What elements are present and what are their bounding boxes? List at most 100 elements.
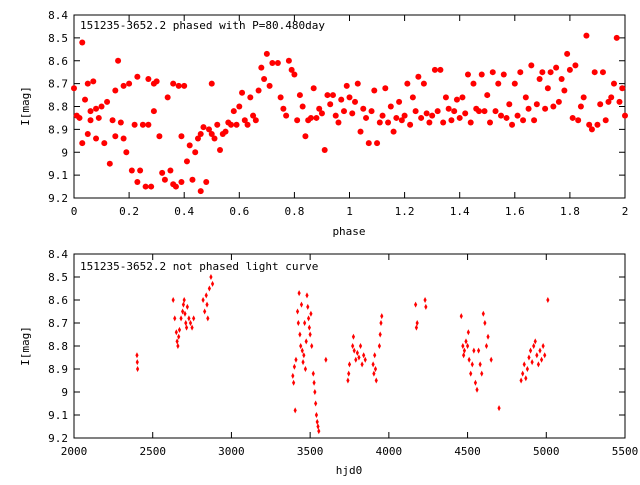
data-point xyxy=(175,82,182,89)
data-point xyxy=(135,352,139,359)
data-point xyxy=(324,356,328,363)
data-point xyxy=(308,331,312,338)
data-point xyxy=(306,315,311,322)
data-point xyxy=(470,80,477,87)
data-point xyxy=(175,338,179,345)
data-point xyxy=(296,320,300,326)
data-point xyxy=(343,82,350,89)
data-point xyxy=(374,140,381,147)
data-point xyxy=(310,343,314,349)
data-point xyxy=(299,301,304,308)
data-point xyxy=(415,73,422,80)
y-tick-label: 8.8 xyxy=(48,101,68,114)
data-point xyxy=(378,331,382,338)
y-tick-label: 8.9 xyxy=(48,363,68,376)
data-point xyxy=(354,80,361,87)
data-point xyxy=(362,352,366,359)
data-point xyxy=(136,366,140,372)
data-point xyxy=(292,379,296,386)
data-point xyxy=(547,69,554,76)
data-point xyxy=(263,50,270,57)
data-point xyxy=(602,117,609,124)
data-point xyxy=(82,96,89,103)
data-point xyxy=(208,80,215,87)
data-point xyxy=(541,343,545,349)
data-point xyxy=(404,80,411,87)
data-point xyxy=(577,103,584,110)
x-tick-label: 0 xyxy=(71,205,78,218)
data-point xyxy=(588,126,595,133)
data-point xyxy=(448,117,455,124)
data-point xyxy=(462,347,467,354)
data-point xyxy=(250,112,257,119)
data-point xyxy=(315,418,319,425)
data-point xyxy=(174,329,178,336)
data-point xyxy=(233,121,240,128)
data-point xyxy=(298,331,302,338)
data-point xyxy=(569,114,576,121)
data-point xyxy=(465,343,470,349)
data-point xyxy=(76,114,83,121)
data-point xyxy=(171,297,175,303)
data-point xyxy=(489,69,496,76)
x-tick-label: 2500 xyxy=(139,445,166,458)
data-point xyxy=(533,338,537,345)
data-point xyxy=(294,117,301,124)
data-point xyxy=(209,274,213,280)
data-point xyxy=(112,87,119,94)
y-tick-label: 8.5 xyxy=(48,271,68,284)
data-point xyxy=(173,315,177,322)
data-point xyxy=(93,105,100,112)
data-point xyxy=(475,108,482,115)
data-point xyxy=(84,80,91,87)
data-point xyxy=(506,101,513,108)
data-point xyxy=(184,320,188,326)
data-point xyxy=(622,112,628,119)
data-point xyxy=(185,303,189,310)
data-point xyxy=(291,372,295,379)
data-point xyxy=(426,119,433,126)
data-point xyxy=(423,110,430,117)
data-point xyxy=(208,130,215,137)
data-point xyxy=(616,98,623,105)
data-point xyxy=(153,78,160,85)
data-point xyxy=(314,412,319,418)
data-point xyxy=(120,135,127,142)
data-point xyxy=(414,301,418,308)
data-point xyxy=(283,112,290,119)
data-point xyxy=(210,280,215,287)
data-point xyxy=(317,428,321,435)
y-axis-label: I[mag] xyxy=(19,326,32,366)
data-point xyxy=(347,370,351,377)
data-point xyxy=(470,361,474,368)
data-point xyxy=(148,183,155,190)
data-point xyxy=(258,64,265,71)
data-point xyxy=(117,119,124,126)
data-point xyxy=(475,386,479,393)
data-point xyxy=(418,114,425,121)
data-point xyxy=(186,142,193,149)
data-point xyxy=(156,133,163,140)
data-point xyxy=(591,69,598,76)
data-point xyxy=(181,308,185,315)
data-point xyxy=(87,117,94,124)
data-point xyxy=(368,108,375,115)
data-point xyxy=(355,349,359,356)
data-point xyxy=(176,343,180,349)
data-point xyxy=(316,423,320,430)
data-point xyxy=(442,94,449,101)
data-point xyxy=(236,103,243,110)
data-point xyxy=(134,178,141,185)
data-point xyxy=(351,343,355,349)
data-point xyxy=(134,73,141,80)
data-point xyxy=(313,389,317,395)
data-point xyxy=(301,359,305,366)
data-point xyxy=(525,105,532,112)
data-point xyxy=(115,57,122,64)
data-point xyxy=(360,105,367,112)
data-point xyxy=(112,133,119,140)
data-point xyxy=(285,57,292,64)
data-point xyxy=(177,326,182,333)
y-axis-label: I[mag] xyxy=(19,86,32,126)
data-point xyxy=(230,108,237,115)
